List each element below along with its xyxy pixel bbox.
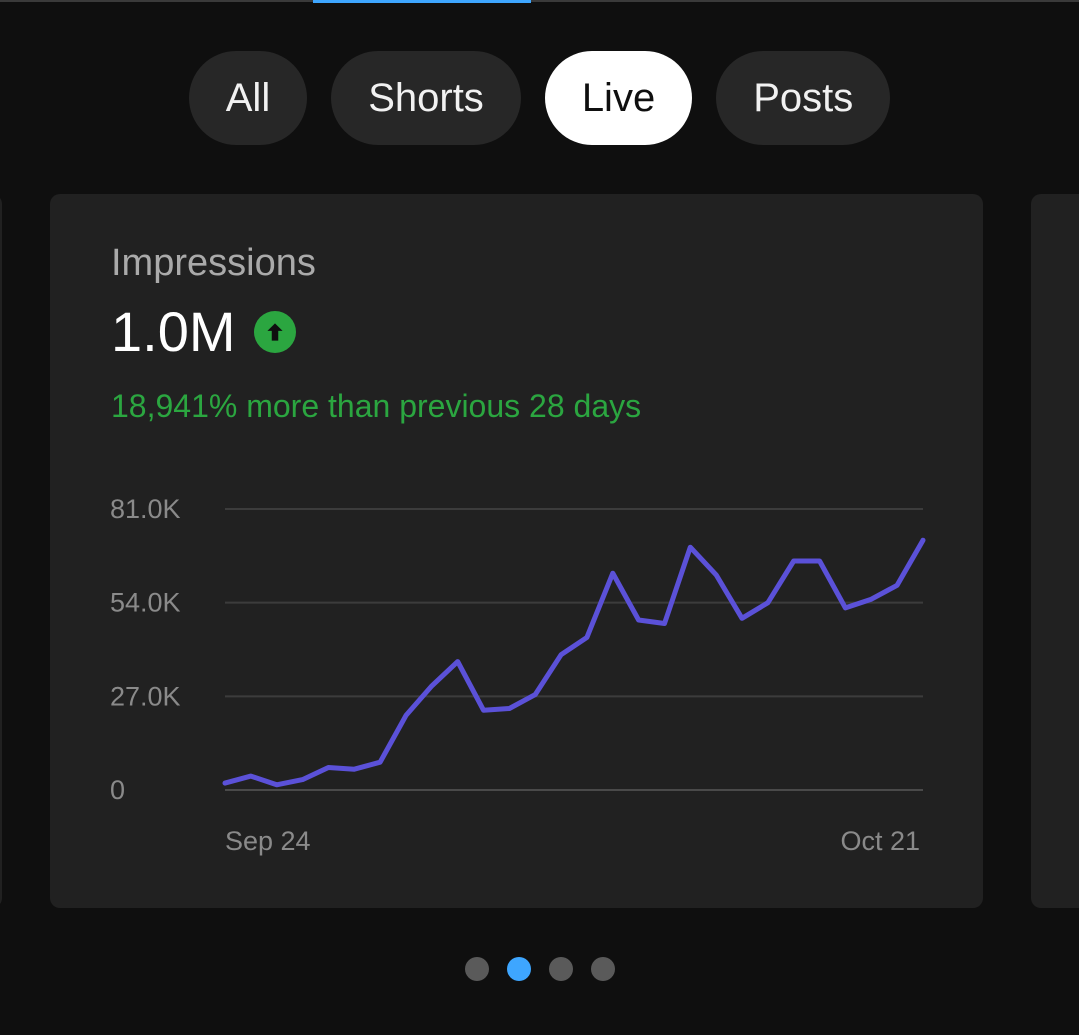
chip-all[interactable]: All <box>188 51 308 145</box>
impressions-line-chart: 81.0K 54.0K 27.0K 0 Sep 24 Oct 21 <box>110 494 926 856</box>
next-metric-card-peek[interactable] <box>1031 194 1079 908</box>
metric-value-row: 1.0M <box>111 304 296 360</box>
previous-metric-card-peek[interactable] <box>0 194 2 908</box>
pagination-dot[interactable] <box>506 957 531 981</box>
arrow-up-icon <box>253 311 296 353</box>
x-tick-label-end: Oct 21 <box>840 826 920 856</box>
chip-posts[interactable]: Posts <box>716 51 891 145</box>
series-line <box>222 537 926 788</box>
metric-value: 1.0M <box>111 300 236 363</box>
impressions-card[interactable]: Impressions 1.0M 18,941% more than previ… <box>50 194 983 908</box>
comparison-text: 18,941% more than previous 28 days <box>111 388 642 424</box>
x-tick-label-start: Sep 24 <box>225 826 311 856</box>
pagination-dot[interactable] <box>548 957 573 981</box>
metric-label: Impressions <box>111 242 316 284</box>
y-tick-label: 54.0K <box>110 588 181 618</box>
y-tick-label: 0 <box>110 775 125 805</box>
y-tick-label: 27.0K <box>110 681 181 711</box>
chip-shorts[interactable]: Shorts <box>331 51 521 145</box>
pagination-dot[interactable] <box>590 957 615 981</box>
card-pagination <box>0 957 1079 981</box>
tab-bar-divider <box>0 0 1079 2</box>
chip-live[interactable]: Live <box>544 51 693 145</box>
content-type-chips: All Shorts Live Posts <box>0 51 1079 145</box>
chart-y-ticks: 81.0K 54.0K 27.0K 0 <box>110 494 181 805</box>
pagination-dot[interactable] <box>464 957 489 981</box>
selected-tab-indicator <box>313 0 531 3</box>
chart-gridlines <box>225 508 923 791</box>
y-tick-label: 81.0K <box>110 494 181 524</box>
